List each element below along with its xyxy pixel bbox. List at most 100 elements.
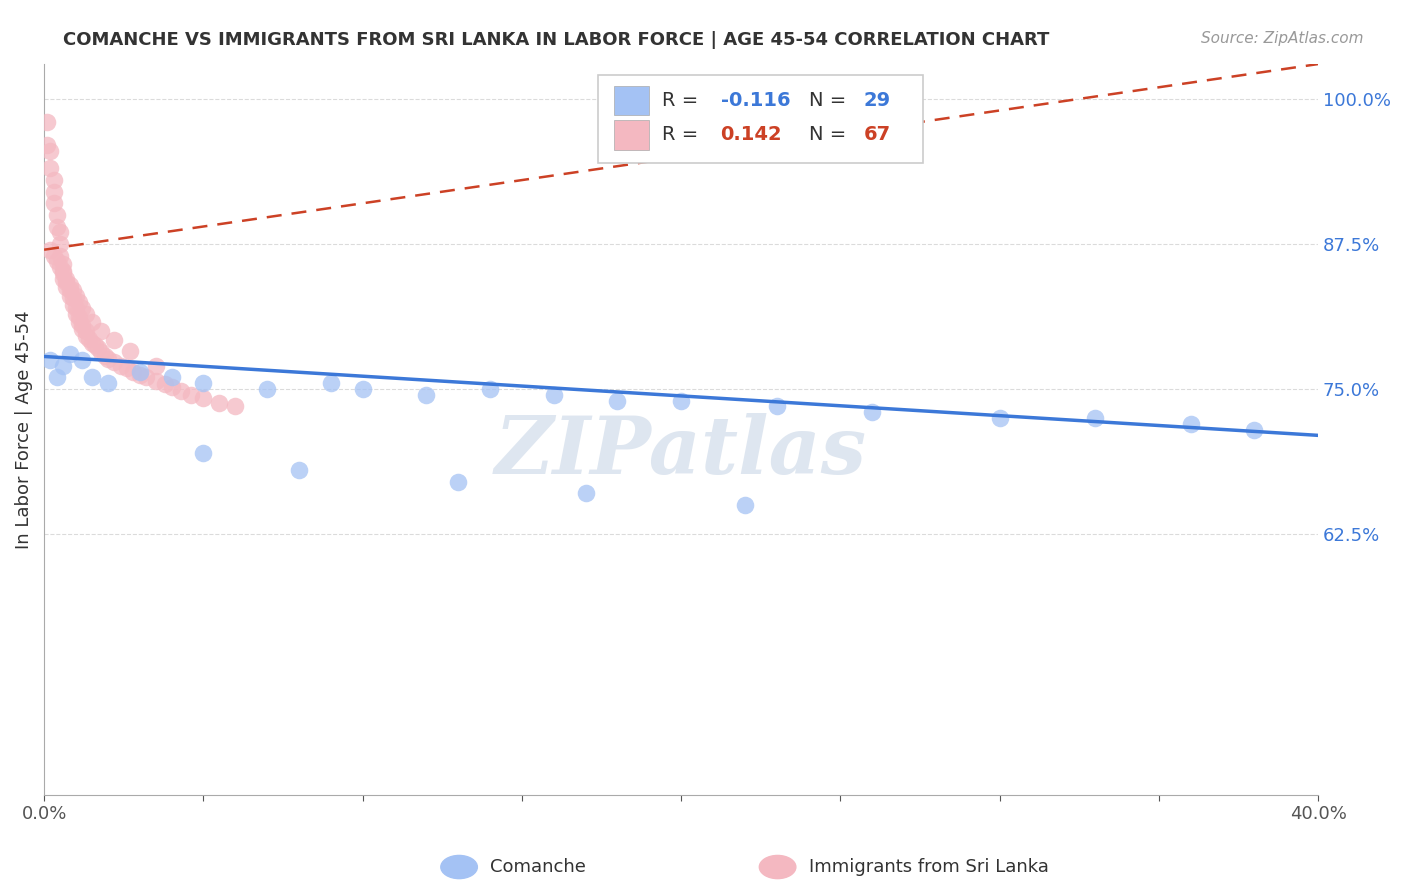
- Point: [49, 260, 72, 274]
- Text: ZIPatlas: ZIPatlas: [495, 413, 868, 491]
- Point: [87, 342, 110, 356]
- Point: [55, 275, 77, 289]
- Point: [153, 377, 176, 392]
- Point: [65, 289, 87, 303]
- FancyBboxPatch shape: [613, 120, 650, 150]
- Point: [52, 359, 75, 373]
- Point: [1243, 423, 1265, 437]
- Point: [224, 400, 246, 414]
- Y-axis label: In Labor Force | Age 45-54: In Labor Force | Age 45-54: [15, 310, 32, 549]
- Point: [122, 365, 145, 379]
- Text: Source: ZipAtlas.com: Source: ZipAtlas.com: [1201, 31, 1364, 46]
- Point: [45, 219, 67, 234]
- Point: [65, 306, 87, 320]
- Point: [72, 301, 94, 315]
- Point: [256, 382, 278, 396]
- Point: [110, 359, 132, 373]
- Point: [90, 344, 112, 359]
- Point: [574, 486, 596, 500]
- Text: Comanche: Comanche: [491, 858, 586, 876]
- Point: [145, 374, 167, 388]
- Point: [103, 355, 125, 369]
- Point: [145, 359, 167, 373]
- Point: [1084, 411, 1107, 425]
- Point: [58, 289, 80, 303]
- Point: [415, 388, 437, 402]
- Point: [42, 173, 65, 187]
- Point: [120, 343, 142, 358]
- Point: [58, 347, 80, 361]
- Point: [39, 144, 62, 158]
- Point: [72, 321, 94, 335]
- Text: Immigrants from Sri Lanka: Immigrants from Sri Lanka: [808, 858, 1049, 876]
- Point: [128, 368, 150, 382]
- Point: [208, 396, 231, 410]
- Point: [90, 324, 112, 338]
- Point: [80, 335, 103, 350]
- FancyBboxPatch shape: [613, 86, 650, 115]
- Point: [45, 370, 67, 384]
- Point: [39, 161, 62, 176]
- Point: [39, 353, 62, 368]
- Point: [103, 333, 125, 347]
- Point: [62, 283, 84, 297]
- Point: [860, 405, 883, 419]
- Point: [80, 315, 103, 329]
- Point: [52, 271, 75, 285]
- Point: [62, 298, 84, 312]
- Point: [734, 498, 756, 512]
- FancyBboxPatch shape: [599, 75, 924, 162]
- Point: [115, 361, 138, 376]
- Point: [67, 310, 90, 324]
- Point: [55, 280, 77, 294]
- Point: [72, 353, 94, 368]
- Point: [170, 384, 193, 399]
- Point: [72, 318, 94, 332]
- Text: R =: R =: [662, 91, 704, 110]
- Point: [42, 196, 65, 211]
- Point: [75, 328, 97, 343]
- Point: [62, 292, 84, 306]
- Point: [45, 208, 67, 222]
- Point: [58, 277, 80, 292]
- Point: [669, 393, 692, 408]
- Point: [67, 315, 90, 329]
- Point: [42, 248, 65, 262]
- Point: [49, 236, 72, 251]
- Text: N =: N =: [808, 91, 852, 110]
- Point: [447, 475, 470, 489]
- Point: [52, 257, 75, 271]
- Text: R =: R =: [662, 126, 711, 145]
- Text: COMANCHE VS IMMIGRANTS FROM SRI LANKA IN LABOR FORCE | AGE 45-54 CORRELATION CHA: COMANCHE VS IMMIGRANTS FROM SRI LANKA IN…: [63, 31, 1050, 49]
- Point: [135, 370, 157, 384]
- Point: [193, 391, 215, 405]
- Point: [37, 115, 59, 129]
- Point: [479, 382, 502, 396]
- Point: [1180, 417, 1202, 431]
- Text: N =: N =: [808, 126, 852, 145]
- Point: [67, 294, 90, 309]
- Point: [52, 263, 75, 277]
- Text: 29: 29: [863, 91, 890, 110]
- Point: [84, 338, 107, 352]
- Point: [97, 351, 120, 366]
- Point: [160, 370, 183, 384]
- Point: [65, 301, 87, 315]
- Point: [39, 243, 62, 257]
- Point: [288, 463, 311, 477]
- Point: [193, 446, 215, 460]
- Point: [42, 185, 65, 199]
- Point: [160, 379, 183, 393]
- Point: [45, 254, 67, 268]
- Point: [75, 324, 97, 338]
- Point: [49, 225, 72, 239]
- Point: [606, 393, 628, 408]
- Point: [93, 350, 115, 364]
- Text: -0.116: -0.116: [721, 91, 790, 110]
- Point: [319, 376, 342, 391]
- Point: [49, 248, 72, 262]
- Point: [352, 382, 374, 396]
- Point: [180, 388, 202, 402]
- Point: [988, 411, 1011, 425]
- Point: [77, 332, 100, 346]
